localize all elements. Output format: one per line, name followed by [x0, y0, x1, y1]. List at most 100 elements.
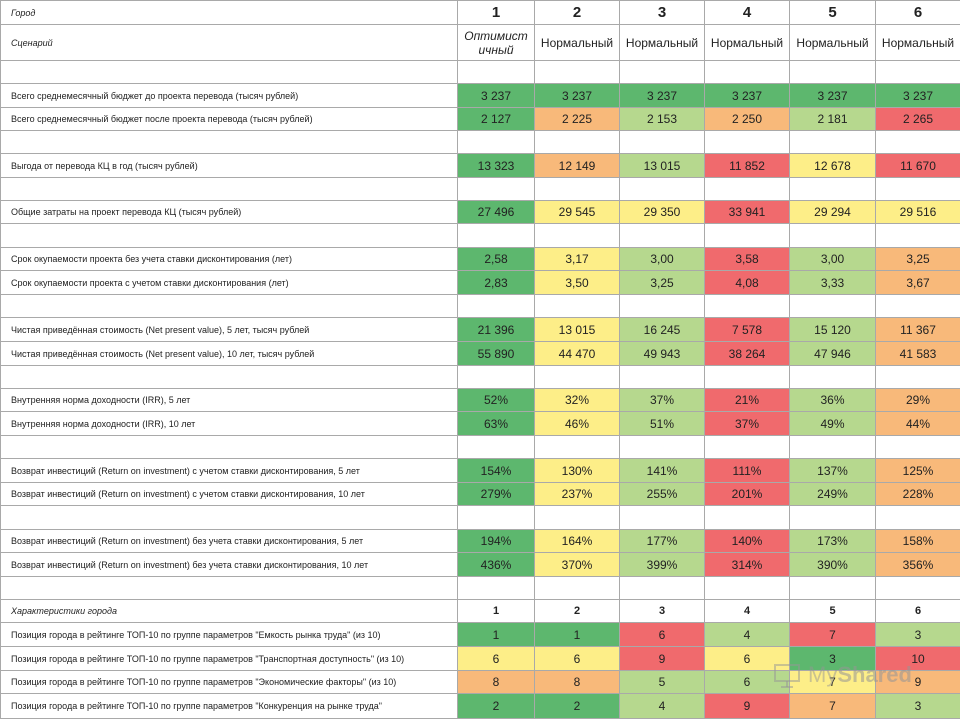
- metric-value: 3 237: [704, 83, 790, 108]
- metric-value: [457, 505, 535, 530]
- metric-value: [875, 60, 960, 84]
- metric-value: 12 149: [534, 153, 620, 178]
- metric-value: [619, 130, 705, 154]
- metric-value: [534, 505, 620, 530]
- header-row-city: Город 1 2 3 4 5 6: [0, 0, 960, 25]
- metric-label: Внутренняя норма доходности (IRR), 10 ле…: [0, 411, 458, 436]
- city-section-column-header: 1: [457, 599, 535, 623]
- metric-row: Всего среднемесячный бюджет до проекта п…: [0, 83, 960, 108]
- metric-value: [875, 177, 960, 201]
- metric-label: Чистая приведённая стоимость (Net presen…: [0, 341, 458, 366]
- scenario-cell: Нормальный: [534, 24, 620, 61]
- metric-value: [875, 130, 960, 154]
- city-column-header: 5: [789, 0, 876, 25]
- city-section-column-header: 4: [704, 599, 790, 623]
- metric-label: Возврат инвестиций (Return on investment…: [0, 482, 458, 506]
- metric-value: 4,08: [704, 270, 790, 295]
- metric-value: 154%: [457, 458, 535, 483]
- metric-value: 3,25: [619, 270, 705, 295]
- metric-value: 3,00: [619, 247, 705, 271]
- scenario-cell: Нормальный: [875, 24, 960, 61]
- metric-value: [619, 60, 705, 84]
- city-column-header: 6: [875, 0, 960, 25]
- metric-value: 15 120: [789, 317, 876, 342]
- metric-value: 55 890: [457, 341, 535, 366]
- metric-label: Выгода от перевода КЦ в год (тысяч рубле…: [0, 153, 458, 178]
- city-rank-label: Позиция города в рейтинге ТОП-10 по груп…: [0, 622, 458, 647]
- metric-value: [789, 576, 876, 600]
- city-rank-value: 3: [789, 646, 876, 671]
- metric-value: 21%: [704, 388, 790, 412]
- metric-value: 27 496: [457, 200, 535, 224]
- city-section-column-header: 5: [789, 599, 876, 623]
- metric-row: Выгода от перевода КЦ в год (тысяч рубле…: [0, 153, 960, 178]
- metric-label: [0, 576, 458, 600]
- metric-value: [457, 365, 535, 389]
- metric-value: [704, 130, 790, 154]
- metric-label: Всего среднемесячный бюджет до проекта п…: [0, 83, 458, 108]
- city-column-header: 2: [534, 0, 620, 25]
- city-rank-value: 6: [704, 670, 790, 694]
- metric-value: 141%: [619, 458, 705, 483]
- metric-value: 29%: [875, 388, 960, 412]
- city-rank-value: 4: [619, 693, 705, 719]
- metric-label: Всего среднемесячный бюджет после проект…: [0, 107, 458, 131]
- city-section-column-header: 2: [534, 599, 620, 623]
- metric-value: 356%: [875, 552, 960, 577]
- city-rank-value: 2: [534, 693, 620, 719]
- city-column-header: 3: [619, 0, 705, 25]
- metric-value: 201%: [704, 482, 790, 506]
- city-rank-value: 9: [619, 646, 705, 671]
- metric-value: 2,58: [457, 247, 535, 271]
- city-rank-value: 8: [534, 670, 620, 694]
- city-rank-value: 3: [875, 622, 960, 647]
- city-rank-row: Позиция города в рейтинге ТОП-10 по груп…: [0, 693, 960, 719]
- spacer-row: [0, 177, 960, 201]
- metric-value: 3,33: [789, 270, 876, 295]
- metric-row: Чистая приведённая стоимость (Net presen…: [0, 317, 960, 342]
- metric-value: 3 237: [457, 83, 535, 108]
- metric-row: Возврат инвестиций (Return on investment…: [0, 552, 960, 577]
- metric-value: 37%: [704, 411, 790, 436]
- city-section-header: Характеристики города 1 2 3 4 5 6: [0, 599, 960, 623]
- metric-value: [875, 576, 960, 600]
- metric-value: 194%: [457, 529, 535, 553]
- metric-label: Возврат инвестиций (Return on investment…: [0, 529, 458, 553]
- metric-label: Срок окупаемости проекта без учета ставк…: [0, 247, 458, 271]
- metric-value: 111%: [704, 458, 790, 483]
- city-rank-value: 7: [789, 670, 876, 694]
- metric-row: Внутренняя норма доходности (IRR), 5 лет…: [0, 388, 960, 412]
- metric-value: [619, 177, 705, 201]
- metric-value: 3,25: [875, 247, 960, 271]
- metric-value: 13 323: [457, 153, 535, 178]
- metric-row: Общие затраты на проект перевода КЦ (тыс…: [0, 200, 960, 224]
- metric-value: [789, 60, 876, 84]
- metric-value: 29 350: [619, 200, 705, 224]
- metric-value: [704, 60, 790, 84]
- metric-value: 255%: [619, 482, 705, 506]
- metric-label: [0, 294, 458, 318]
- metric-value: [704, 435, 790, 459]
- metric-value: [534, 294, 620, 318]
- metric-value: 29 545: [534, 200, 620, 224]
- metric-value: [789, 177, 876, 201]
- metric-value: 390%: [789, 552, 876, 577]
- city-rank-value: 10: [875, 646, 960, 671]
- metric-value: [457, 60, 535, 84]
- spacer-row: [0, 365, 960, 389]
- metric-value: 3 237: [534, 83, 620, 108]
- metric-value: [619, 294, 705, 318]
- metric-value: 2 250: [704, 107, 790, 131]
- metric-value: 11 367: [875, 317, 960, 342]
- metric-value: 3,58: [704, 247, 790, 271]
- metric-value: 436%: [457, 552, 535, 577]
- metric-value: [789, 505, 876, 530]
- metric-value: [875, 435, 960, 459]
- metric-value: [704, 177, 790, 201]
- metric-value: [534, 177, 620, 201]
- city-rank-value: 3: [875, 693, 960, 719]
- metric-value: 130%: [534, 458, 620, 483]
- metric-value: 52%: [457, 388, 535, 412]
- metric-label: [0, 223, 458, 248]
